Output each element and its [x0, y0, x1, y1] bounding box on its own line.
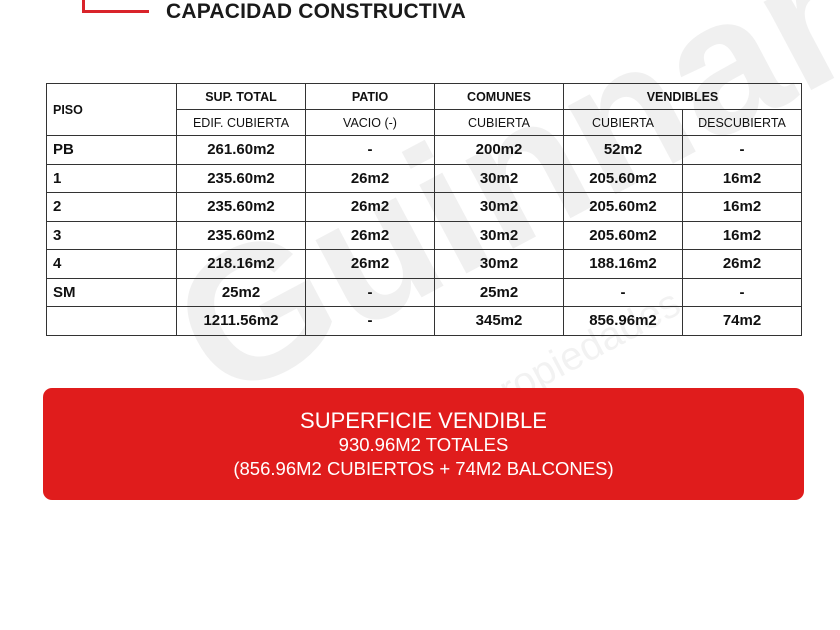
table-cell: 30m2	[434, 220, 564, 250]
table-cell: 856.96m2	[563, 306, 683, 336]
table-cell: 25m2	[434, 277, 564, 307]
banner-title: SUPERFICIE VENDIBLE	[300, 408, 547, 433]
table-cell: 218.16m2	[176, 249, 306, 279]
table-cell: -	[682, 277, 802, 307]
subheader-cell: CUBIERTA	[434, 109, 564, 136]
table-cell: 16m2	[682, 220, 802, 250]
table-cell: 4	[46, 249, 177, 279]
subheader-cell: EDIF. CUBIERTA	[176, 109, 306, 136]
table-cell: -	[305, 306, 435, 336]
table-cell: 26m2	[305, 220, 435, 250]
table-cell: 26m2	[305, 192, 435, 222]
table-cell: 2	[46, 192, 177, 222]
capacity-table: PISO SUP. TOTAL PATIO COMUNES VENDIBLES …	[46, 83, 802, 336]
table-cell: 26m2	[682, 249, 802, 279]
table-cell: PB	[46, 135, 177, 165]
header-sup-total: SUP. TOTAL	[176, 83, 306, 110]
table-cell: 3	[46, 220, 177, 250]
subheader-cell: CUBIERTA	[563, 109, 683, 136]
header-patio: PATIO	[305, 83, 435, 110]
header-row: PISO SUP. TOTAL PATIO COMUNES VENDIBLES	[46, 83, 802, 136]
table-row: SM 25m2-25m2- -	[46, 277, 802, 307]
logo-bracket-underline	[82, 10, 149, 13]
table-cell: -	[305, 135, 435, 165]
table-cell: 261.60m2	[176, 135, 306, 165]
table-cell: 26m2	[305, 249, 435, 279]
subheader-cell: DESCUBIERTA	[682, 109, 802, 136]
page-title: CAPACIDAD CONSTRUCTIVA	[166, 0, 466, 23]
header-comunes: COMUNES	[434, 83, 564, 110]
table-cell: 25m2	[176, 277, 306, 307]
table-cell: 235.60m2	[176, 163, 306, 193]
table-row: 3 235.60m2 26m2 30m2 205.60m2 16m2	[46, 220, 802, 250]
table-row: 1211.56m2-345m2 856.96m2 74m2	[46, 306, 802, 336]
subheader-cell: VACIO (-)	[305, 109, 435, 136]
header-vendibles: VENDIBLES	[563, 83, 802, 110]
table-cell: SM	[46, 277, 177, 307]
logo-bracket	[82, 0, 85, 13]
sellable-area-banner: SUPERFICIE VENDIBLE 930.96M2 TOTALES (85…	[43, 388, 804, 500]
table-cell: 345m2	[434, 306, 564, 336]
subheader-row: EDIF. CUBIERTA VACIO (-) CUBIERTA CUBIER…	[47, 109, 802, 136]
table-cell: 26m2	[305, 163, 435, 193]
table-cell: 188.16m2	[563, 249, 683, 279]
table-cell: 1	[46, 163, 177, 193]
table-cell: 16m2	[682, 192, 802, 222]
table-cell: -	[682, 135, 802, 165]
table-cell	[46, 306, 177, 336]
table-row: 1 235.60m2 26m2 30m2 205.60m2 16m2	[46, 163, 802, 193]
table-cell: -	[563, 277, 683, 307]
header-piso: PISO	[46, 83, 177, 136]
table-row: 2 235.60m2 26m2 30m2 205.60m2 16m2	[46, 192, 802, 222]
banner-total: 930.96M2 TOTALES	[338, 434, 509, 455]
table-cell: 1211.56m2	[176, 306, 306, 336]
table-cell: 205.60m2	[563, 220, 683, 250]
table-cell: 200m2	[434, 135, 564, 165]
table-cell: 16m2	[682, 163, 802, 193]
table-cell: 30m2	[434, 249, 564, 279]
table-row: PB 261.60m2-200m2 52m2-	[46, 135, 802, 165]
table-cell: 30m2	[434, 163, 564, 193]
table-row: 4 218.16m2 26m2 30m2 188.16m2 26m2	[46, 249, 802, 279]
table-cell: 30m2	[434, 192, 564, 222]
table-cell: 205.60m2	[563, 163, 683, 193]
table-cell: -	[305, 277, 435, 307]
table-cell: 52m2	[563, 135, 683, 165]
table-cell: 235.60m2	[176, 220, 306, 250]
table-cell: 205.60m2	[563, 192, 683, 222]
table-cell: 74m2	[682, 306, 802, 336]
table-cell: 235.60m2	[176, 192, 306, 222]
banner-breakdown: (856.96M2 CUBIERTOS + 74M2 BALCONES)	[233, 458, 614, 479]
